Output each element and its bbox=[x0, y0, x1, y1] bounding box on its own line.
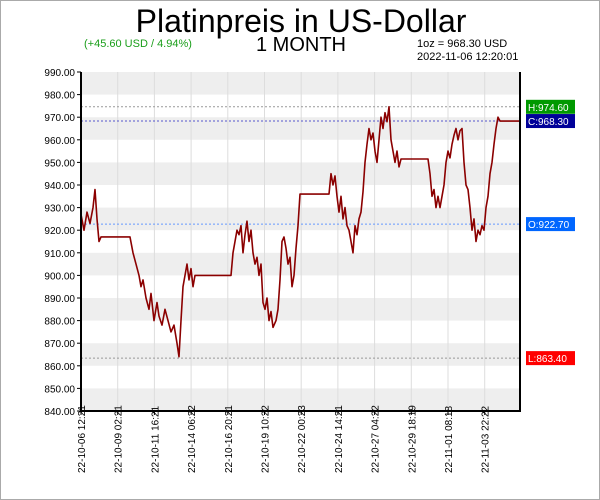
x-tick-label: 22-10-27 04:22 bbox=[371, 405, 382, 473]
y-tick-label: 910.00 bbox=[44, 249, 75, 260]
x-tick-label: 22-10-24 14:21 bbox=[334, 405, 345, 473]
x-tick-label: 22-10-14 06:22 bbox=[187, 405, 198, 473]
marker-label-bg bbox=[526, 351, 575, 366]
price-line bbox=[80, 106, 520, 358]
y-tick-label: 990.00 bbox=[44, 68, 75, 79]
timestamp: 2022-11-06 12:20:01 bbox=[417, 51, 519, 63]
y-tick-label: 970.00 bbox=[44, 113, 75, 124]
y-tick-label: 850.00 bbox=[44, 384, 75, 395]
grid-band bbox=[81, 207, 520, 231]
price-change: (+45.60 USD / 4.94%) bbox=[84, 38, 192, 50]
y-tick-label: 950.00 bbox=[44, 158, 75, 169]
marker-label: H:974.60 bbox=[528, 103, 569, 114]
x-tick-label: 22-10-09 02:21 bbox=[114, 405, 125, 473]
current-price: 1oz = 968.30 USD bbox=[417, 38, 508, 50]
grid-band bbox=[81, 72, 520, 95]
y-tick-label: 900.00 bbox=[44, 271, 75, 282]
x-tick-label: 22-10-22 00:23 bbox=[297, 405, 308, 473]
y-tick-label: 880.00 bbox=[44, 317, 75, 328]
marker-label-bg bbox=[526, 114, 575, 129]
x-tick-label: 22-10-11 16:21 bbox=[150, 405, 161, 473]
y-tick-label: 860.00 bbox=[44, 362, 75, 373]
x-tick-label: 22-10-19 10:22 bbox=[261, 405, 272, 473]
marker-label: C:968.30 bbox=[528, 117, 569, 128]
x-tick-label: 22-10-16 20:21 bbox=[224, 405, 235, 473]
marker-label: L:863.40 bbox=[528, 354, 567, 365]
y-tick-label: 960.00 bbox=[44, 136, 75, 147]
grid-band bbox=[81, 162, 520, 185]
y-tick-label: 980.00 bbox=[44, 91, 75, 102]
chart-title: Platinpreis in US-Dollar bbox=[135, 3, 467, 39]
y-tick-label: 930.00 bbox=[44, 204, 75, 215]
x-tick-label: 22-10-06 12:21 bbox=[77, 405, 88, 473]
grid-band bbox=[81, 252, 520, 276]
y-tick-label: 920.00 bbox=[44, 226, 75, 237]
y-tick-label: 870.00 bbox=[44, 339, 75, 350]
x-tick-label: 22-10-29 18:19 bbox=[407, 405, 418, 473]
x-tick-label: 22-11-01 08:18 bbox=[444, 405, 455, 473]
marker-label-bg bbox=[526, 217, 575, 232]
x-tick-label: 22-11-03 22:22 bbox=[481, 405, 492, 473]
marker-label-bg bbox=[526, 99, 575, 114]
y-tick-label: 940.00 bbox=[44, 181, 75, 192]
marker-label: O:922.70 bbox=[528, 220, 570, 231]
grid-band bbox=[81, 343, 520, 366]
y-tick-label: 840.00 bbox=[44, 407, 75, 418]
chart-period: 1 MONTH bbox=[256, 34, 346, 56]
y-tick-label: 890.00 bbox=[44, 294, 75, 305]
